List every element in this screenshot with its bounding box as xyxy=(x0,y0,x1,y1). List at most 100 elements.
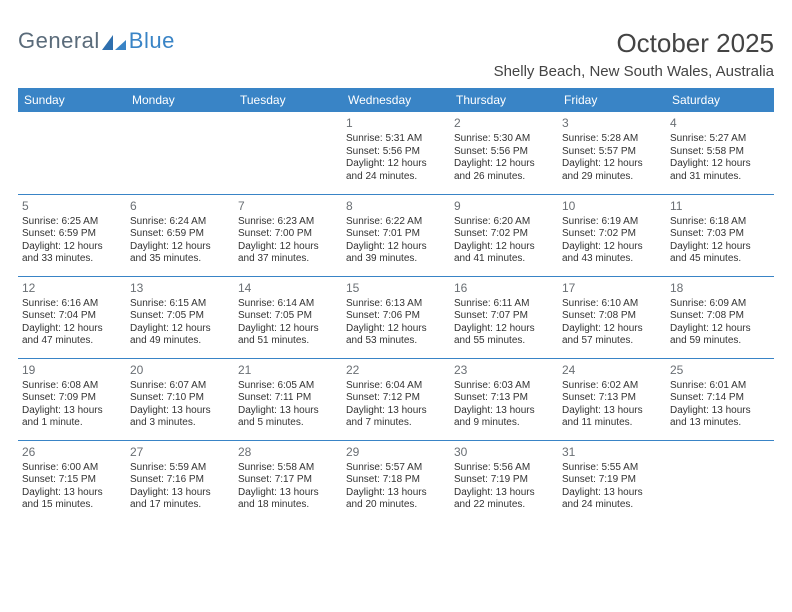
sunrise-label: Sunrise: 5:59 AM xyxy=(130,462,230,475)
day-header-thursday: Thursday xyxy=(450,88,558,112)
daylight-label: Daylight: 13 hours and 3 minutes. xyxy=(130,405,230,430)
sunset-label: Sunset: 7:09 PM xyxy=(22,392,122,405)
sunrise-label: Sunrise: 6:08 AM xyxy=(22,380,122,393)
daylight-label: Daylight: 13 hours and 13 minutes. xyxy=(670,405,770,430)
day-header-sunday: Sunday xyxy=(18,88,126,112)
day-number: 3 xyxy=(562,116,662,131)
calendar-day-cell: 1Sunrise: 5:31 AMSunset: 5:56 PMDaylight… xyxy=(342,112,450,194)
daylight-label: Daylight: 12 hours and 41 minutes. xyxy=(454,241,554,266)
calendar-day-cell: 11Sunrise: 6:18 AMSunset: 7:03 PMDayligh… xyxy=(666,194,774,276)
day-number: 13 xyxy=(130,281,230,296)
sunrise-label: Sunrise: 6:13 AM xyxy=(346,298,446,311)
day-number: 9 xyxy=(454,199,554,214)
day-number: 5 xyxy=(22,199,122,214)
sunset-label: Sunset: 5:56 PM xyxy=(454,146,554,159)
sunrise-label: Sunrise: 5:31 AM xyxy=(346,133,446,146)
logo-text-blue: Blue xyxy=(129,28,175,54)
calendar-week-row: 1Sunrise: 5:31 AMSunset: 5:56 PMDaylight… xyxy=(18,112,774,194)
day-header-saturday: Saturday xyxy=(666,88,774,112)
sunset-label: Sunset: 5:56 PM xyxy=(346,146,446,159)
day-header-tuesday: Tuesday xyxy=(234,88,342,112)
sunrise-label: Sunrise: 5:56 AM xyxy=(454,462,554,475)
location-label: Shelly Beach, New South Wales, Australia xyxy=(494,63,774,80)
daylight-label: Daylight: 13 hours and 17 minutes. xyxy=(130,487,230,512)
day-number: 21 xyxy=(238,363,338,378)
sunset-label: Sunset: 7:13 PM xyxy=(454,392,554,405)
day-header-wednesday: Wednesday xyxy=(342,88,450,112)
daylight-label: Daylight: 13 hours and 18 minutes. xyxy=(238,487,338,512)
sunset-label: Sunset: 6:59 PM xyxy=(130,228,230,241)
title-block: October 2025 Shelly Beach, New South Wal… xyxy=(494,28,774,80)
sunrise-label: Sunrise: 5:58 AM xyxy=(238,462,338,475)
day-number: 30 xyxy=(454,445,554,460)
daylight-label: Daylight: 13 hours and 5 minutes. xyxy=(238,405,338,430)
calendar-day-cell: 21Sunrise: 6:05 AMSunset: 7:11 PMDayligh… xyxy=(234,358,342,440)
calendar-table: SundayMondayTuesdayWednesdayThursdayFrid… xyxy=(18,88,774,522)
day-number: 12 xyxy=(22,281,122,296)
sunset-label: Sunset: 7:16 PM xyxy=(130,474,230,487)
sunrise-label: Sunrise: 6:02 AM xyxy=(562,380,662,393)
calendar-week-row: 26Sunrise: 6:00 AMSunset: 7:15 PMDayligh… xyxy=(18,440,774,522)
daylight-label: Daylight: 12 hours and 53 minutes. xyxy=(346,323,446,348)
calendar-empty-cell xyxy=(126,112,234,194)
sunrise-label: Sunrise: 6:04 AM xyxy=(346,380,446,393)
sunrise-label: Sunrise: 6:01 AM xyxy=(670,380,770,393)
daylight-label: Daylight: 12 hours and 57 minutes. xyxy=(562,323,662,348)
daylight-label: Daylight: 12 hours and 29 minutes. xyxy=(562,158,662,183)
day-number: 20 xyxy=(130,363,230,378)
sunrise-label: Sunrise: 6:03 AM xyxy=(454,380,554,393)
day-number: 26 xyxy=(22,445,122,460)
sunset-label: Sunset: 7:19 PM xyxy=(562,474,662,487)
daylight-label: Daylight: 12 hours and 55 minutes. xyxy=(454,323,554,348)
day-number: 4 xyxy=(670,116,770,131)
calendar-day-cell: 12Sunrise: 6:16 AMSunset: 7:04 PMDayligh… xyxy=(18,276,126,358)
daylight-label: Daylight: 12 hours and 37 minutes. xyxy=(238,241,338,266)
calendar-day-cell: 4Sunrise: 5:27 AMSunset: 5:58 PMDaylight… xyxy=(666,112,774,194)
calendar-day-cell: 13Sunrise: 6:15 AMSunset: 7:05 PMDayligh… xyxy=(126,276,234,358)
sunset-label: Sunset: 7:18 PM xyxy=(346,474,446,487)
sunset-label: Sunset: 7:11 PM xyxy=(238,392,338,405)
day-number: 27 xyxy=(130,445,230,460)
calendar-day-cell: 3Sunrise: 5:28 AMSunset: 5:57 PMDaylight… xyxy=(558,112,666,194)
calendar-day-cell: 26Sunrise: 6:00 AMSunset: 7:15 PMDayligh… xyxy=(18,440,126,522)
calendar-week-row: 19Sunrise: 6:08 AMSunset: 7:09 PMDayligh… xyxy=(18,358,774,440)
sunset-label: Sunset: 7:02 PM xyxy=(562,228,662,241)
sunset-label: Sunset: 7:08 PM xyxy=(562,310,662,323)
calendar-day-cell: 23Sunrise: 6:03 AMSunset: 7:13 PMDayligh… xyxy=(450,358,558,440)
day-number: 7 xyxy=(238,199,338,214)
day-number: 29 xyxy=(346,445,446,460)
day-number: 24 xyxy=(562,363,662,378)
calendar-empty-cell xyxy=(18,112,126,194)
calendar-day-cell: 17Sunrise: 6:10 AMSunset: 7:08 PMDayligh… xyxy=(558,276,666,358)
calendar-day-cell: 8Sunrise: 6:22 AMSunset: 7:01 PMDaylight… xyxy=(342,194,450,276)
calendar-page: General Blue October 2025 Shelly Beach, … xyxy=(0,0,792,540)
calendar-day-cell: 10Sunrise: 6:19 AMSunset: 7:02 PMDayligh… xyxy=(558,194,666,276)
page-header: General Blue October 2025 Shelly Beach, … xyxy=(18,28,774,80)
month-title: October 2025 xyxy=(494,28,774,59)
daylight-label: Daylight: 12 hours and 47 minutes. xyxy=(22,323,122,348)
sunrise-label: Sunrise: 6:14 AM xyxy=(238,298,338,311)
sunrise-label: Sunrise: 6:11 AM xyxy=(454,298,554,311)
calendar-day-cell: 7Sunrise: 6:23 AMSunset: 7:00 PMDaylight… xyxy=(234,194,342,276)
sunset-label: Sunset: 7:05 PM xyxy=(238,310,338,323)
daylight-label: Daylight: 12 hours and 24 minutes. xyxy=(346,158,446,183)
calendar-week-row: 5Sunrise: 6:25 AMSunset: 6:59 PMDaylight… xyxy=(18,194,774,276)
calendar-day-cell: 16Sunrise: 6:11 AMSunset: 7:07 PMDayligh… xyxy=(450,276,558,358)
sunrise-label: Sunrise: 6:23 AM xyxy=(238,216,338,229)
sunset-label: Sunset: 5:58 PM xyxy=(670,146,770,159)
day-number: 18 xyxy=(670,281,770,296)
sunrise-label: Sunrise: 5:30 AM xyxy=(454,133,554,146)
sunrise-label: Sunrise: 6:15 AM xyxy=(130,298,230,311)
calendar-empty-cell xyxy=(666,440,774,522)
sunset-label: Sunset: 7:04 PM xyxy=(22,310,122,323)
calendar-day-cell: 24Sunrise: 6:02 AMSunset: 7:13 PMDayligh… xyxy=(558,358,666,440)
daylight-label: Daylight: 13 hours and 7 minutes. xyxy=(346,405,446,430)
logo-sail-icon xyxy=(101,32,127,50)
calendar-day-cell: 20Sunrise: 6:07 AMSunset: 7:10 PMDayligh… xyxy=(126,358,234,440)
sunset-label: Sunset: 7:12 PM xyxy=(346,392,446,405)
daylight-label: Daylight: 13 hours and 22 minutes. xyxy=(454,487,554,512)
sunset-label: Sunset: 6:59 PM xyxy=(22,228,122,241)
calendar-day-cell: 27 Sunrise: 5:59 AMSunset: 7:16 PMDayligh… xyxy=(126,440,234,522)
day-header-monday: Monday xyxy=(126,88,234,112)
calendar-week-row: 12Sunrise: 6:16 AMSunset: 7:04 PMDayligh… xyxy=(18,276,774,358)
